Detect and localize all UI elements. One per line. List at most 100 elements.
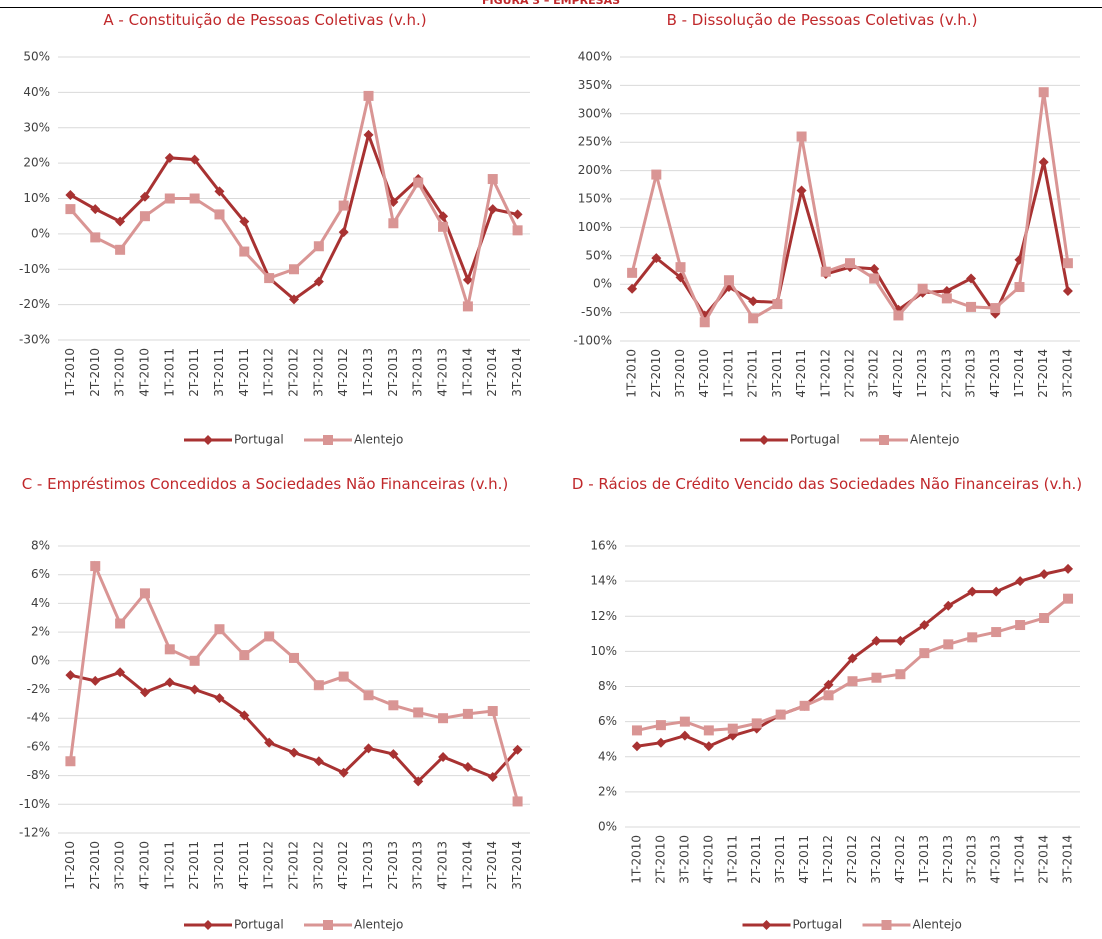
y-tick-label: -4% bbox=[27, 711, 50, 725]
data-point bbox=[90, 232, 101, 243]
data-point bbox=[313, 756, 324, 767]
y-tick-label: -6% bbox=[27, 739, 50, 753]
x-tick-label: 1T-2014 bbox=[460, 841, 474, 890]
y-tick-label: 2% bbox=[31, 625, 50, 639]
data-point bbox=[631, 741, 642, 752]
legend-marker bbox=[203, 435, 213, 445]
data-point bbox=[919, 648, 930, 659]
data-point bbox=[338, 767, 349, 778]
data-point bbox=[893, 310, 904, 321]
data-point bbox=[363, 129, 374, 140]
data-point bbox=[438, 751, 449, 762]
data-point bbox=[388, 749, 399, 760]
data-point bbox=[139, 687, 150, 698]
data-point bbox=[462, 301, 473, 312]
data-point bbox=[991, 586, 1002, 597]
data-point bbox=[796, 185, 807, 196]
data-point bbox=[90, 561, 101, 572]
x-tick-label: 3T-2013 bbox=[411, 348, 425, 397]
x-tick-label: 3T-2012 bbox=[311, 348, 325, 397]
x-tick-label: 4T-2010 bbox=[137, 348, 151, 397]
x-tick-label: 4T-2010 bbox=[697, 349, 711, 398]
legend-marker bbox=[879, 435, 889, 445]
x-tick-label: 2T-2011 bbox=[749, 835, 763, 884]
data-point bbox=[703, 725, 714, 736]
data-point bbox=[487, 772, 498, 783]
data-point bbox=[438, 211, 449, 222]
x-tick-label: 2T-2013 bbox=[386, 348, 400, 397]
y-tick-label: -2% bbox=[27, 682, 50, 696]
data-point bbox=[413, 177, 424, 188]
y-tick-label: 300% bbox=[578, 106, 612, 120]
legend-label: Alentejo bbox=[910, 433, 959, 447]
data-point bbox=[487, 204, 498, 215]
x-tick-label: 2T-2011 bbox=[187, 841, 201, 890]
x-tick-label: 4T-2010 bbox=[701, 835, 715, 884]
legend-label: Portugal bbox=[793, 918, 843, 932]
x-tick-label: 1T-2012 bbox=[821, 835, 835, 884]
x-tick-label: 2T-2010 bbox=[88, 841, 102, 890]
data-point bbox=[845, 258, 855, 269]
data-point bbox=[651, 253, 662, 264]
data-point bbox=[943, 600, 954, 611]
y-tick-label: 0% bbox=[31, 653, 50, 667]
chart-title: C - Empréstimos Concedidos a Sociedades … bbox=[21, 475, 509, 493]
legend-label: Alentejo bbox=[913, 918, 962, 932]
data-point bbox=[313, 276, 324, 287]
x-tick-label: 1T-2013 bbox=[361, 348, 375, 397]
x-tick-label: 1T-2010 bbox=[63, 841, 77, 890]
data-point bbox=[1039, 569, 1050, 580]
data-point bbox=[919, 620, 930, 631]
data-point bbox=[748, 313, 759, 324]
data-point bbox=[966, 301, 977, 312]
x-tick-label: 1T-2014 bbox=[1012, 349, 1026, 398]
x-tick-label: 4T-2010 bbox=[137, 841, 151, 890]
x-tick-label: 2T-2014 bbox=[485, 841, 499, 890]
data-point bbox=[512, 225, 523, 236]
series-line bbox=[69, 129, 518, 302]
data-point bbox=[675, 262, 686, 273]
data-point bbox=[723, 275, 734, 286]
legend-label: Alentejo bbox=[354, 918, 403, 932]
x-tick-label: 3T-2014 bbox=[510, 841, 524, 890]
data-point bbox=[438, 221, 449, 232]
y-tick-label: -8% bbox=[27, 768, 50, 782]
y-tick-label: 2% bbox=[598, 784, 617, 798]
data-point bbox=[363, 690, 374, 701]
chart-title: D - Rácios de Crédito Vencido das Socied… bbox=[571, 475, 1083, 493]
x-tick-label: 1T-2012 bbox=[818, 349, 832, 398]
x-tick-label: 1T-2014 bbox=[460, 348, 474, 397]
y-tick-label: 40% bbox=[23, 85, 50, 99]
x-tick-label: 2T-2013 bbox=[941, 835, 955, 884]
data-point bbox=[991, 627, 1002, 638]
data-point bbox=[772, 299, 783, 310]
legend-marker bbox=[759, 435, 769, 445]
data-point bbox=[338, 227, 349, 238]
y-tick-label: 0% bbox=[31, 226, 50, 240]
x-tick-label: 3T-2011 bbox=[773, 835, 787, 884]
data-point bbox=[631, 725, 642, 736]
series-line bbox=[636, 597, 1069, 732]
data-point bbox=[990, 303, 1001, 314]
y-tick-label: 50% bbox=[585, 248, 612, 262]
y-tick-label: -20% bbox=[19, 297, 50, 311]
data-point bbox=[655, 720, 666, 731]
data-point bbox=[895, 669, 906, 680]
x-tick-label: 4T-2013 bbox=[988, 349, 1002, 398]
data-point bbox=[679, 716, 690, 727]
data-point bbox=[239, 216, 250, 227]
legend-marker bbox=[761, 920, 772, 930]
y-tick-label: -10% bbox=[19, 797, 50, 811]
x-tick-label: 4T-2012 bbox=[336, 841, 350, 890]
y-tick-label: 200% bbox=[578, 163, 612, 177]
x-tick-label: 4T-2012 bbox=[891, 349, 905, 398]
data-point bbox=[289, 294, 299, 305]
chart-title: A - Constituição de Pessoas Coletivas (v… bbox=[103, 11, 427, 29]
data-point bbox=[871, 635, 882, 646]
data-point bbox=[65, 189, 76, 200]
y-tick-label: 100% bbox=[578, 220, 612, 234]
x-tick-label: 3T-2014 bbox=[1061, 835, 1075, 884]
data-point bbox=[966, 273, 977, 284]
